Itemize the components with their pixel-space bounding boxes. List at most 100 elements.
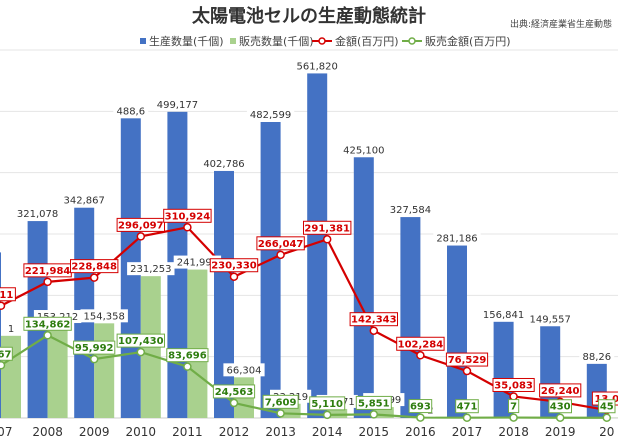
point-amount-2007 — [0, 301, 6, 311]
point-sales-amount-2007 — [0, 361, 6, 370]
x-tick-2010: 2010 — [126, 425, 157, 439]
point-amount-2009 — [89, 273, 99, 282]
bar-production-2012 — [214, 170, 234, 418]
bar-production-2015 — [353, 157, 374, 418]
label-sales-2010: 231,253 — [130, 264, 171, 275]
label-amount-2019-box — [539, 383, 582, 398]
label-production-2016: 327,584 — [390, 205, 431, 216]
x-tick-2007: 007 — [0, 425, 12, 439]
point-amount-2010 — [136, 232, 146, 241]
bar-sales-2014 — [327, 408, 348, 418]
label-amount-2007-box — [0, 287, 16, 302]
label-sales-2011-box — [173, 255, 222, 269]
label-sales-2007-box — [5, 321, 17, 335]
label-sales-amount-2010-box — [116, 333, 165, 348]
label-amount-2009: 228,848 — [71, 262, 117, 273]
label-amount-2014-box — [303, 220, 352, 235]
label-sales-amount-2011: 83,696 — [168, 351, 207, 362]
bar-production-2007 — [0, 252, 1, 418]
label-sales-2009: 154,358 — [84, 311, 125, 322]
label-amount-2019: 26,240 — [541, 386, 580, 397]
point-sales-amount-2011 — [183, 362, 192, 371]
label-sales-amount-2007: 867 — [0, 349, 11, 360]
legend-swatch-1 — [230, 38, 236, 44]
label-production-2014-box — [293, 59, 341, 73]
point-amount-2008 — [43, 277, 52, 287]
label-amount-2018-box — [492, 377, 535, 392]
label-sales-amount-2016: 693 — [410, 402, 431, 413]
label-production-2020-box — [579, 349, 615, 363]
point-amount-2013 — [276, 250, 285, 260]
label-sales-amount-2018: 7 — [510, 402, 517, 413]
x-tick-2019: 2019 — [545, 425, 576, 439]
label-amount-2010-box — [116, 217, 165, 232]
point-sales-amount-2015 — [369, 410, 379, 419]
label-amount-2011: 310,924 — [165, 211, 211, 222]
point-sales-amount-2020 — [602, 413, 612, 422]
bar-sales-2015 — [373, 407, 394, 418]
legend-marker-2 — [318, 37, 326, 45]
bar-production-2013 — [260, 122, 281, 418]
legend: 生産数量(千個) 販売数量(千個) 金額(百万円) 販売金額(百万円) — [140, 34, 511, 48]
point-amount-2014 — [322, 235, 332, 244]
point-sales-amount-2010 — [136, 347, 146, 357]
label-sales-amount-2013: 7,609 — [265, 397, 297, 408]
label-production-2008: 321,078 — [17, 209, 58, 220]
bar-sales-2008 — [47, 324, 68, 418]
x-axis: 007 2008 2009 2010 2011 2012 2013 2014 2015 2016 2… — [0, 425, 614, 439]
point-sales-amount-2009 — [89, 354, 99, 364]
legend-swatch-0 — [140, 38, 146, 44]
label-sales-2012: 66,304 — [227, 365, 262, 376]
label-sales-amount-2008: 134,862 — [25, 319, 71, 330]
legend-label-0: 生産数量(千個) — [149, 34, 224, 48]
label-sales-2007: 1 — [8, 324, 14, 335]
label-sales-amount-2013-box — [262, 394, 299, 409]
point-amount-2016 — [416, 351, 425, 360]
label-sales-amount-2016-box — [408, 399, 433, 414]
point-sales-amount-2017 — [462, 413, 472, 422]
label-production-2017: 281,186 — [436, 234, 477, 245]
label-amount-2013: 266,047 — [258, 239, 304, 250]
label-sales-amount-2015: 5,851 — [358, 398, 390, 409]
label-production-2009-box — [60, 193, 108, 207]
label-production-2017-box — [433, 231, 481, 245]
label-sales-amount-2012-box — [212, 384, 256, 399]
point-sales-amount-2008 — [43, 331, 52, 340]
label-sales-amount-2010: 107,430 — [118, 336, 164, 347]
label-production-2020: 88,26 — [582, 352, 611, 363]
x-tick-2011: 2011 — [172, 425, 203, 439]
label-amount-2007: ,411 — [0, 290, 13, 301]
label-sales-amount-2019: 430 — [550, 402, 571, 413]
label-production-2011: 499,177 — [157, 100, 198, 111]
x-tick-2020: 20 — [599, 425, 614, 439]
label-sales-amount-2014-box — [309, 396, 346, 411]
label-amount-2011-box — [163, 208, 212, 223]
x-tick-2012: 2012 — [219, 425, 250, 439]
point-sales-amount-2016 — [416, 413, 425, 422]
label-amount-2018: 35,083 — [494, 380, 533, 391]
label-production-2015: 425,100 — [343, 145, 384, 156]
bar-production-2016 — [400, 217, 421, 418]
label-sales-amount-2007-box — [0, 346, 13, 361]
label-amount-2012: 230,330 — [211, 261, 257, 272]
label-production-2009: 342,867 — [64, 196, 105, 207]
label-production-2012: 402,786 — [203, 159, 244, 170]
label-amount-2017-box — [445, 352, 489, 367]
point-sales-amount-2012 — [229, 398, 239, 408]
point-amount-2018 — [509, 392, 518, 401]
bar-sales-2009 — [94, 323, 115, 418]
point-sales-amount-2019 — [555, 413, 565, 422]
point-sales-amount-2014 — [322, 410, 332, 420]
label-production-2013: 482,599 — [250, 110, 291, 121]
label-sales-2009-box — [80, 309, 128, 323]
x-tick-2017: 2017 — [452, 425, 483, 439]
label-sales-amount-2015-box — [355, 395, 392, 410]
label-sales-amount-2020-box — [598, 399, 616, 414]
point-sales-amount-2018 — [509, 413, 518, 422]
label-production-2014: 561,820 — [297, 61, 338, 72]
label-production-2011-box — [153, 97, 202, 111]
label-production-2010-box — [113, 104, 149, 118]
data-labels: 831,411867321,078153,212221,984134,86234… — [0, 59, 618, 417]
label-production-2019-box — [526, 312, 574, 326]
